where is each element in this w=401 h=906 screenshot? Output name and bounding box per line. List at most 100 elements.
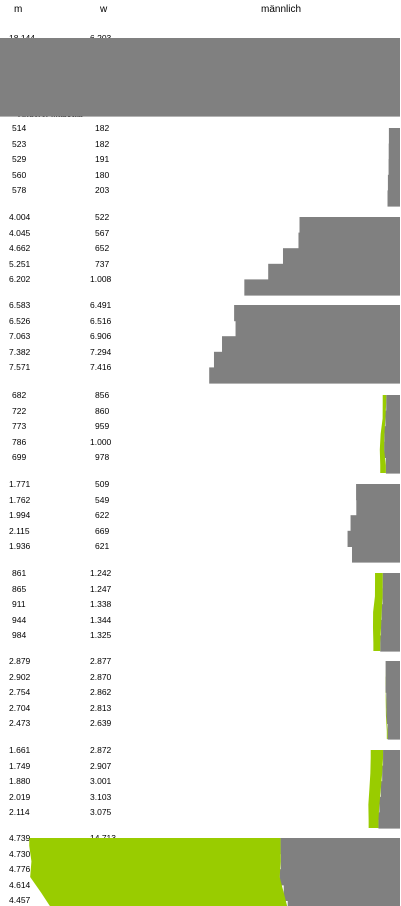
label-m: 2.704 — [9, 702, 31, 713]
bar-female — [29, 838, 288, 906]
label-w: 7.416 — [90, 362, 112, 373]
bar-male — [298, 232, 400, 249]
bar-male — [356, 499, 400, 516]
bar-male — [382, 588, 400, 605]
label-m: 1.749 — [9, 760, 31, 771]
bar-male — [244, 279, 400, 296]
label-w: 182 — [95, 138, 110, 149]
bar-male — [268, 263, 400, 280]
label-m: 4.614 — [9, 879, 31, 890]
label-m: 6.202 — [9, 274, 31, 285]
label-m: 560 — [12, 169, 27, 180]
label-w: 1.338 — [90, 599, 112, 610]
label-w: 1.008 — [90, 274, 112, 285]
label-m: 7.571 — [9, 362, 31, 373]
bar-male — [382, 573, 400, 590]
label-w: 856 — [95, 390, 110, 400]
bar-male — [386, 707, 400, 724]
label-m: 2.879 — [9, 656, 31, 666]
label-w: 1.344 — [90, 614, 112, 625]
bar-male — [0, 53, 400, 70]
label-w: 860 — [95, 405, 110, 416]
label-m: 2.902 — [9, 671, 31, 682]
bar-male — [383, 750, 400, 767]
bar-male — [385, 457, 400, 474]
label-w: 622 — [95, 510, 110, 521]
label-m: 699 — [12, 452, 27, 463]
bar-male — [287, 900, 400, 906]
label-m: 2.115 — [9, 525, 30, 536]
bar-male — [384, 426, 400, 443]
bar-male — [282, 248, 400, 265]
label-m: 1.661 — [9, 745, 31, 755]
bar-male — [222, 336, 400, 353]
label-m: 944 — [12, 614, 27, 625]
label-m: 529 — [12, 154, 27, 165]
bar-male — [382, 765, 400, 782]
bar-male — [381, 619, 400, 636]
label-w: 182 — [95, 123, 110, 133]
label-m: 6.583 — [9, 300, 31, 310]
bar-male — [386, 692, 400, 709]
bar-male — [380, 781, 400, 798]
label-m: 6.526 — [9, 315, 31, 326]
label-w: 7.294 — [90, 346, 112, 357]
label-w: 2.862 — [90, 687, 112, 698]
label-m: 7.063 — [9, 331, 31, 342]
label-w: 567 — [95, 227, 110, 238]
label-m: 578 — [12, 185, 27, 196]
label-m: 2.114 — [9, 807, 30, 818]
label-w: 1.242 — [90, 568, 112, 578]
bar-male — [209, 367, 400, 384]
label-m: 4.739 — [9, 833, 31, 843]
label-m: 1.762 — [9, 494, 31, 505]
bar-male — [0, 100, 400, 117]
bar-male — [388, 128, 400, 145]
bar-male — [350, 515, 400, 532]
bar-male — [378, 812, 400, 829]
bar-male — [386, 395, 400, 412]
label-m: 1.771 — [9, 479, 31, 489]
label-m: 2.019 — [9, 791, 31, 802]
bar-male — [356, 484, 400, 501]
label-m: 1.880 — [9, 776, 31, 787]
bar-male — [283, 884, 400, 901]
label-m: 514 — [12, 123, 27, 133]
label-w: 3.001 — [90, 776, 112, 787]
bar-male — [385, 661, 400, 678]
bar-male — [299, 217, 400, 234]
bar-male — [387, 190, 400, 207]
label-m: 861 — [12, 568, 27, 578]
label-m: 4.662 — [9, 243, 31, 254]
label-w: 2.877 — [90, 656, 112, 666]
label-m: 4.776 — [9, 864, 31, 875]
bar-male — [379, 796, 400, 813]
bar-male — [347, 530, 400, 547]
label-w: 1.247 — [90, 583, 112, 594]
label-w: 2.872 — [90, 745, 112, 755]
label-w: 959 — [95, 421, 110, 432]
label-w: 737 — [95, 258, 110, 269]
label-w: 3.103 — [90, 791, 112, 802]
label-m: 773 — [12, 421, 27, 432]
label-m: 1.994 — [9, 510, 31, 521]
label-w: 1.325 — [90, 630, 112, 641]
label-m: 4.457 — [9, 895, 31, 906]
bar-male — [387, 174, 400, 191]
label-m: 865 — [12, 583, 27, 594]
bar-male — [0, 84, 401, 101]
label-m: 7.382 — [9, 346, 31, 357]
label-m: 2.473 — [9, 718, 31, 729]
label-w: 2.813 — [90, 702, 112, 713]
bar-male — [234, 305, 400, 322]
label-w: 2.907 — [90, 760, 112, 771]
label-w: 2.870 — [90, 671, 112, 682]
label-m: 682 — [12, 390, 27, 400]
label-w: 2.639 — [90, 718, 112, 729]
label-w: 669 — [95, 525, 110, 536]
label-w: 6.491 — [90, 300, 112, 310]
column-header-m: m — [14, 4, 23, 15]
label-m: 4.004 — [9, 212, 31, 222]
label-w: 621 — [95, 541, 110, 552]
